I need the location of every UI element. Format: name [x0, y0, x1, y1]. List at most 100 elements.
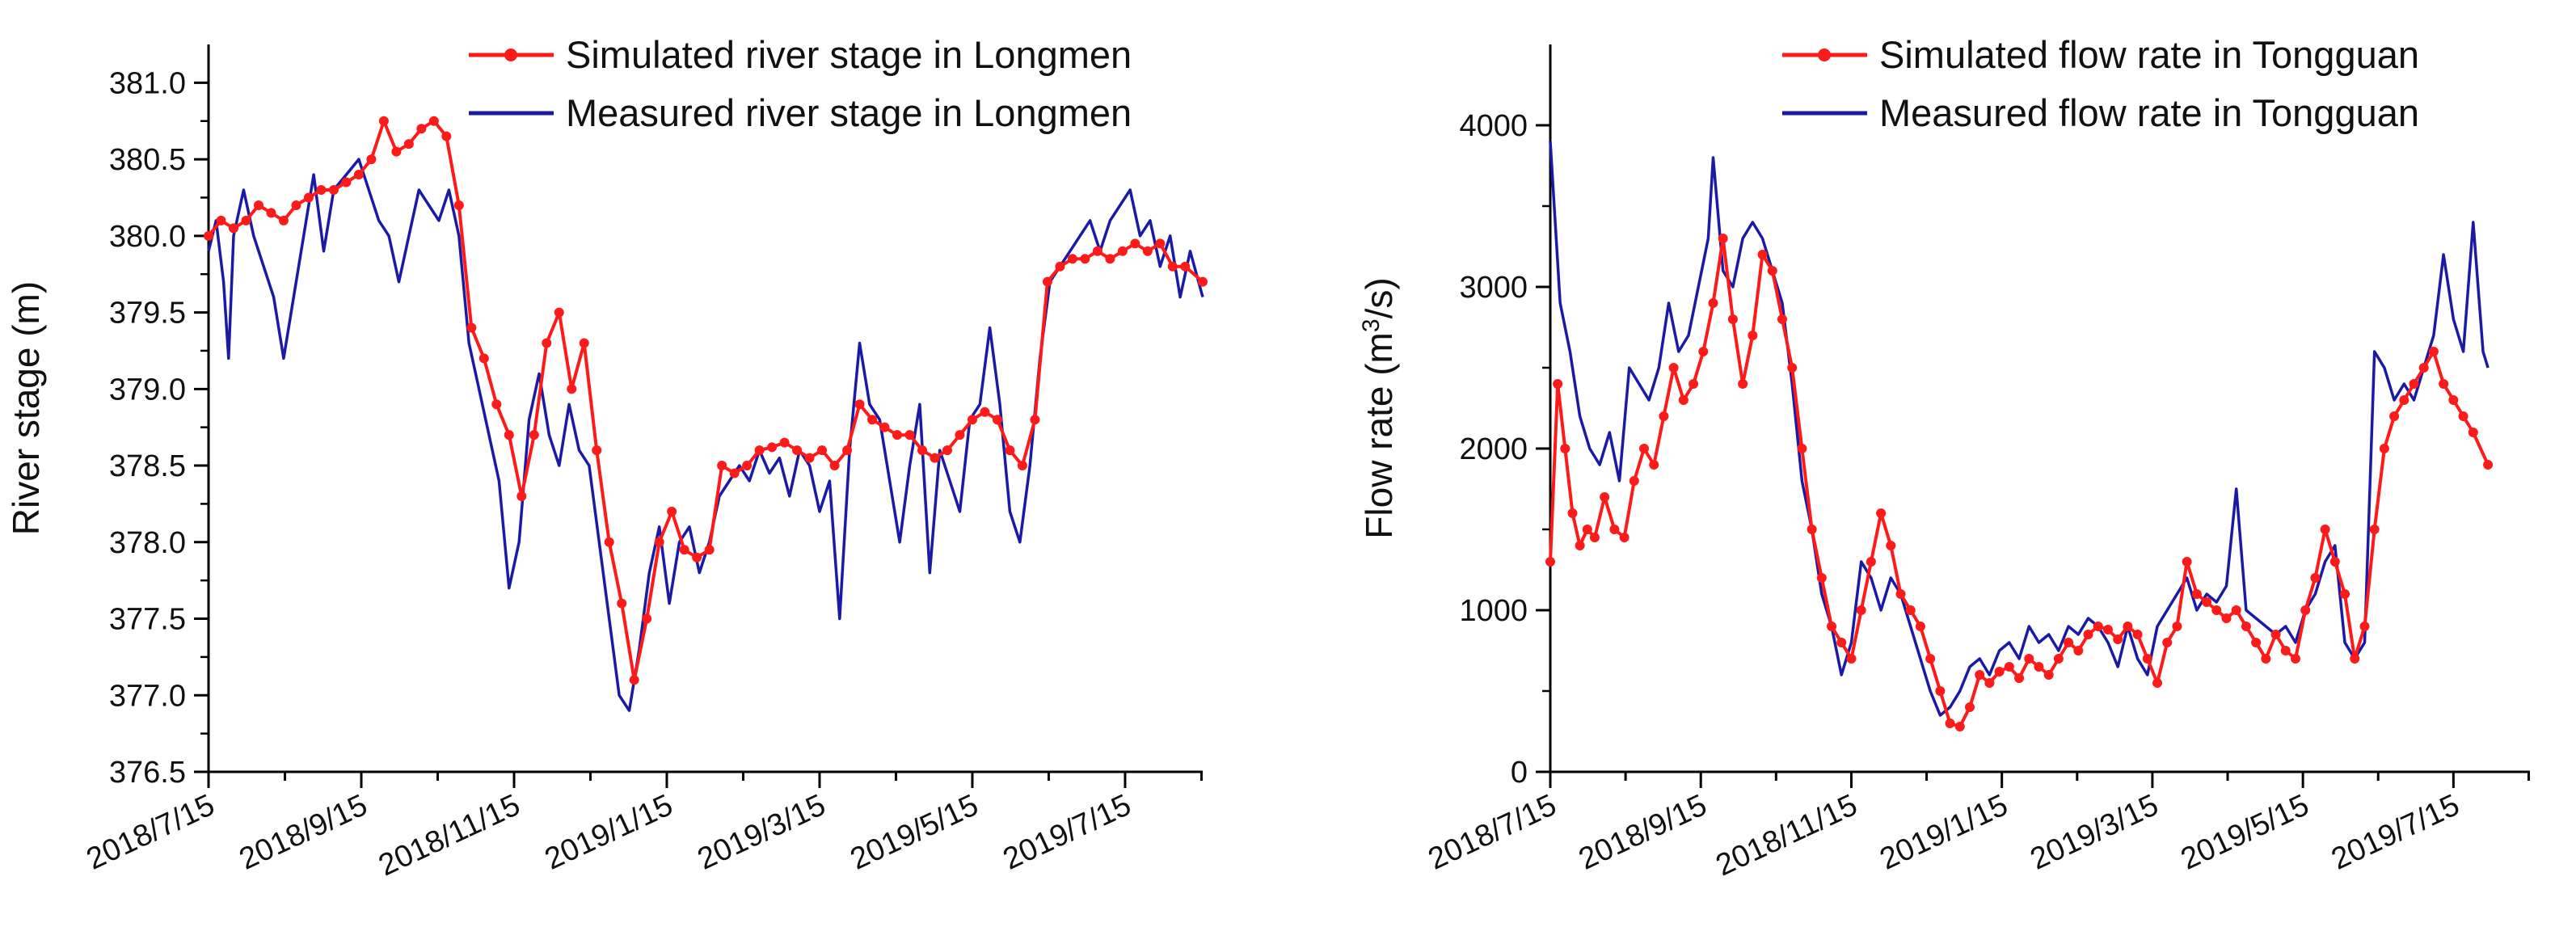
simulated-point	[391, 146, 402, 157]
simulated-point	[2083, 630, 2093, 639]
simulated-point	[792, 445, 803, 456]
simulated-point	[2320, 525, 2330, 534]
simulated-point	[328, 185, 339, 195]
y-tick-label: 2000	[1459, 432, 1528, 466]
simulated-point	[1718, 234, 1728, 243]
simulated-point	[1092, 246, 1102, 256]
y-tick-label: 1000	[1459, 594, 1528, 628]
simulated-point	[717, 461, 727, 471]
simulated-point	[366, 154, 377, 165]
simulated-point	[2142, 654, 2152, 664]
simulated-point	[2211, 605, 2222, 615]
legend-label: Simulated flow rate in Tongguan	[1879, 33, 2419, 76]
simulated-point	[579, 338, 589, 348]
simulated-point	[466, 322, 477, 333]
simulated-point	[2231, 605, 2241, 615]
simulated-point	[1895, 589, 1906, 599]
simulated-point	[2043, 670, 2054, 680]
legend-marker	[504, 48, 517, 61]
simulated-point	[892, 430, 903, 440]
simulated-point	[2034, 662, 2044, 672]
y-tick-label: 381.0	[109, 66, 186, 100]
simulated-point	[2014, 673, 2025, 683]
simulated-point	[1589, 533, 1600, 542]
simulated-point	[1600, 492, 1610, 502]
simulated-point	[2123, 622, 2133, 631]
simulated-point	[303, 192, 314, 203]
simulated-point	[1545, 557, 1555, 567]
simulated-point	[1846, 654, 1857, 664]
simulated-point	[504, 430, 514, 440]
simulated-point	[679, 545, 689, 555]
y-tick-label: 378.5	[109, 449, 186, 483]
simulated-point	[604, 537, 614, 547]
simulated-point	[2152, 678, 2163, 688]
simulated-point	[1553, 379, 1563, 389]
simulated-point	[378, 116, 389, 126]
simulated-point	[1067, 254, 1077, 264]
simulated-point	[554, 307, 564, 318]
simulated-point	[353, 170, 364, 180]
y-tick-label: 4000	[1459, 109, 1528, 143]
simulated-point	[2182, 557, 2192, 567]
simulated-point	[1167, 261, 1178, 272]
simulated-point	[516, 491, 527, 501]
simulated-point	[1777, 314, 1787, 324]
simulated-point	[854, 399, 865, 410]
simulated-point	[1827, 622, 1837, 631]
simulated-point	[2241, 622, 2251, 631]
simulated-point	[2340, 589, 2350, 599]
simulated-point	[967, 415, 977, 425]
simulated-point	[542, 338, 552, 348]
simulated-point	[1017, 461, 1027, 471]
simulated-point	[1915, 622, 1925, 631]
simulated-point	[2280, 646, 2291, 655]
simulated-point	[904, 430, 915, 440]
simulated-point	[1582, 525, 1592, 534]
legend-label: Measured river stage in Longmen	[566, 91, 1132, 134]
simulated-point	[2439, 379, 2449, 389]
simulated-point	[1130, 238, 1140, 249]
y-tick-label: 376.5	[109, 756, 186, 790]
y-axis-title: River stage (m)	[5, 281, 47, 535]
simulated-point	[2350, 654, 2360, 664]
simulated-point	[2093, 622, 2103, 631]
legend-label: Measured flow rate in Tongguan	[1879, 91, 2419, 134]
simulated-point	[529, 430, 539, 440]
simulated-point	[204, 230, 213, 241]
y-tick-label: 380.5	[109, 143, 186, 177]
simulated-point	[1668, 363, 1679, 373]
simulated-point	[955, 430, 965, 440]
simulated-point	[917, 445, 927, 456]
simulated-point	[2221, 613, 2232, 623]
simulated-point	[1816, 573, 1827, 583]
legend-marker	[1818, 48, 1831, 61]
simulated-point	[266, 208, 276, 218]
simulated-point	[1797, 444, 1807, 453]
simulated-point	[1807, 525, 1817, 534]
simulated-point	[2064, 638, 2074, 647]
simulated-point	[692, 552, 702, 563]
simulated-point	[592, 445, 602, 456]
simulated-point	[1055, 261, 1065, 272]
y-axis-title: Flow rate (m3/s)	[1358, 277, 1400, 538]
simulated-point	[2290, 654, 2300, 664]
simulated-point	[1748, 331, 1758, 340]
simulated-point	[403, 139, 414, 150]
legend-label: Simulated river stage in Longmen	[566, 33, 1132, 76]
simulated-point	[1856, 605, 1866, 615]
simulated-point	[2004, 662, 2014, 672]
simulated-point	[729, 468, 740, 478]
simulated-point	[2310, 573, 2321, 583]
simulated-point	[1935, 686, 1946, 696]
simulated-point	[1698, 347, 1709, 356]
simulated-point	[2113, 634, 2123, 644]
simulated-point	[216, 215, 226, 225]
y-tick-label: 0	[1511, 756, 1528, 790]
simulated-point	[453, 200, 464, 210]
simulated-point	[654, 537, 664, 547]
simulated-point	[1105, 254, 1115, 264]
simulated-point	[1180, 261, 1191, 272]
